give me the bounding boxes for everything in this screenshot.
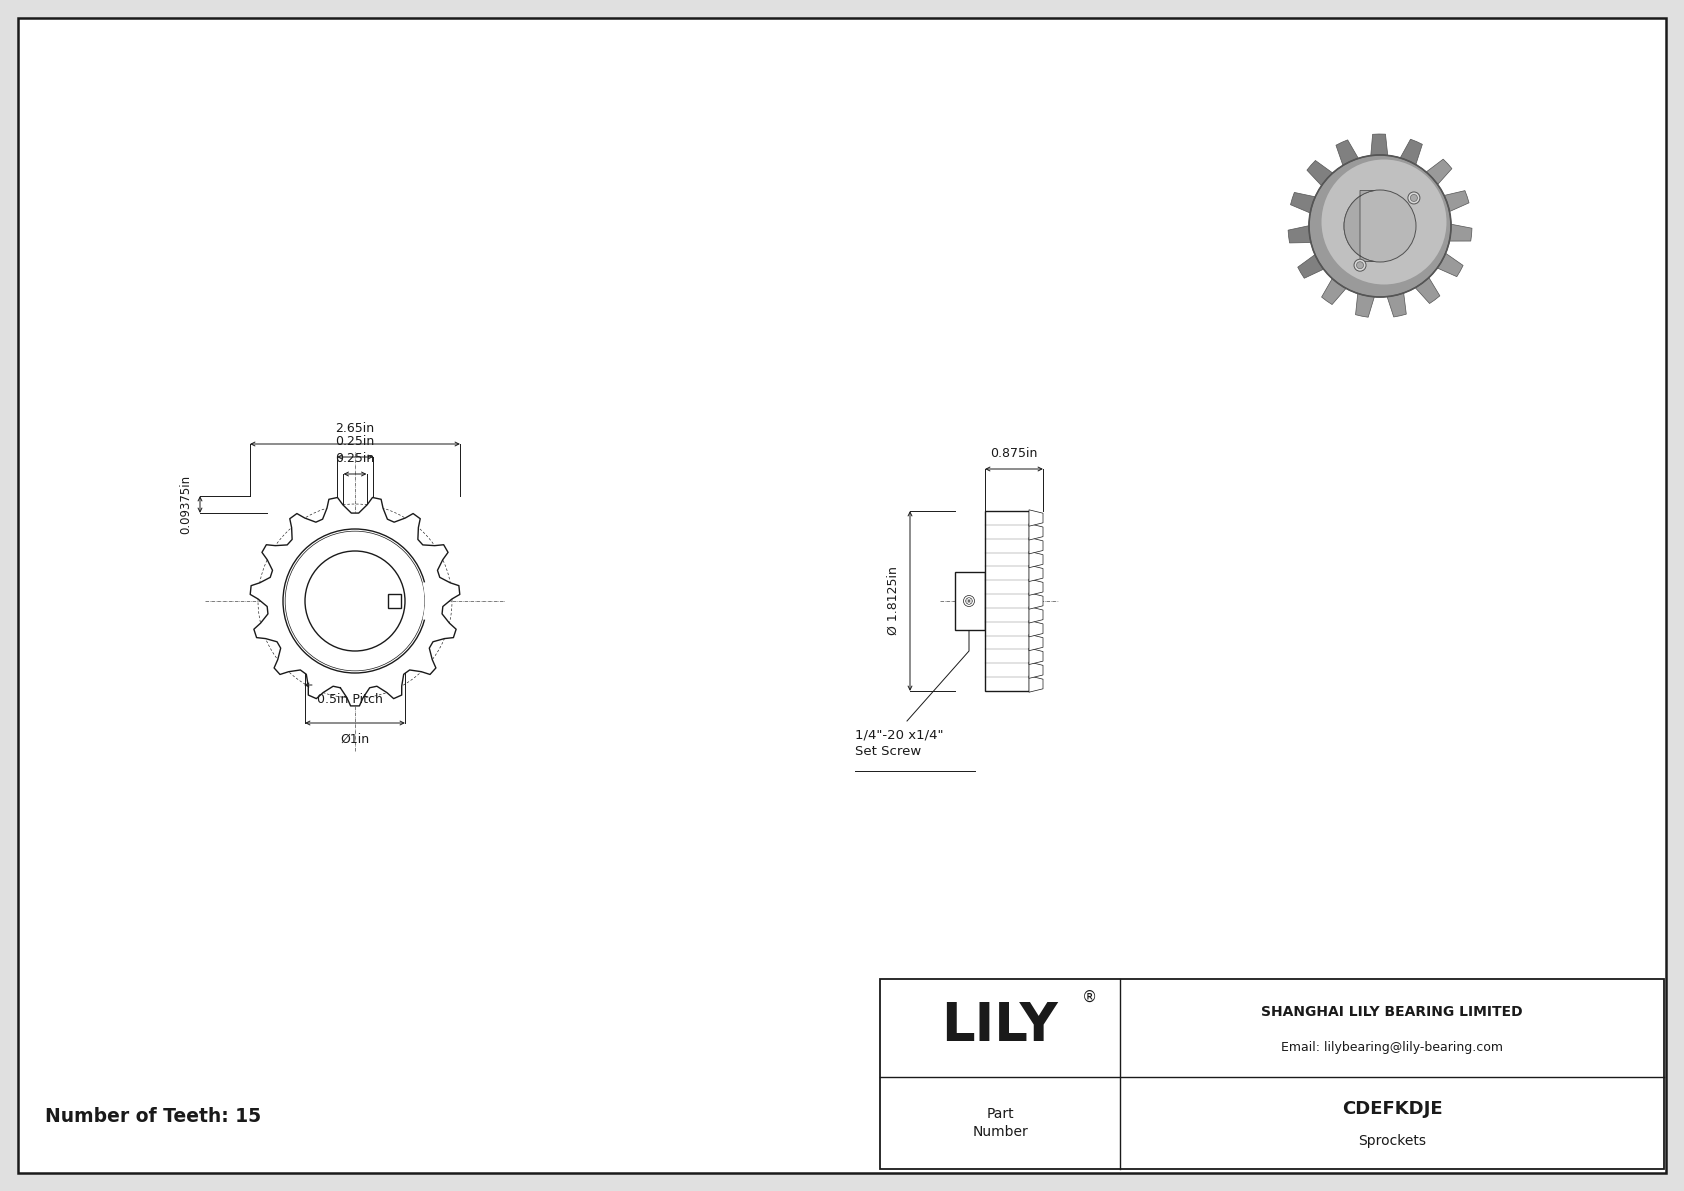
Polygon shape <box>1411 273 1440 304</box>
Text: Ø 1.8125in: Ø 1.8125in <box>887 567 899 636</box>
Bar <box>985 511 1029 691</box>
Polygon shape <box>1421 160 1452 189</box>
Text: Email: lilybearing@lily-bearing.com: Email: lilybearing@lily-bearing.com <box>1282 1041 1504 1054</box>
Polygon shape <box>1029 524 1042 540</box>
Text: 0.25in: 0.25in <box>335 435 374 448</box>
Polygon shape <box>1371 135 1388 162</box>
Ellipse shape <box>1344 191 1416 262</box>
Circle shape <box>285 531 424 671</box>
Polygon shape <box>1029 635 1042 650</box>
Polygon shape <box>1029 675 1042 692</box>
Polygon shape <box>1398 139 1423 170</box>
Ellipse shape <box>1322 160 1447 285</box>
Polygon shape <box>1443 223 1472 241</box>
Polygon shape <box>1029 566 1042 581</box>
Bar <box>955 572 985 630</box>
Polygon shape <box>1029 621 1042 637</box>
Polygon shape <box>1029 593 1042 610</box>
Circle shape <box>963 596 975 606</box>
Text: Ø1in: Ø1in <box>340 732 369 746</box>
Text: Number of Teeth: 15: Number of Teeth: 15 <box>45 1106 261 1125</box>
Bar <box>881 979 1664 1170</box>
Circle shape <box>1357 262 1364 269</box>
Polygon shape <box>1029 648 1042 665</box>
Polygon shape <box>1386 287 1406 317</box>
Circle shape <box>283 529 428 673</box>
Circle shape <box>965 598 972 604</box>
Polygon shape <box>1029 662 1042 679</box>
Circle shape <box>1408 192 1420 204</box>
Text: 0.09375in: 0.09375in <box>179 475 192 534</box>
Polygon shape <box>1438 191 1468 214</box>
Text: 2.65in: 2.65in <box>335 422 374 435</box>
Text: ®: ® <box>1083 990 1098 1004</box>
Polygon shape <box>1290 193 1322 216</box>
Polygon shape <box>1288 224 1317 243</box>
Polygon shape <box>1431 250 1463 276</box>
Text: SHANGHAI LILY BEARING LIMITED: SHANGHAI LILY BEARING LIMITED <box>1261 1005 1522 1019</box>
Polygon shape <box>1335 139 1361 172</box>
Ellipse shape <box>1308 155 1452 297</box>
Text: CDEFKDJE: CDEFKDJE <box>1342 1100 1442 1118</box>
Circle shape <box>305 551 404 651</box>
Text: Sprockets: Sprockets <box>1357 1134 1426 1148</box>
Text: LILY: LILY <box>941 1000 1058 1052</box>
Text: 0.5in Pitch: 0.5in Pitch <box>317 693 382 706</box>
Polygon shape <box>1029 579 1042 596</box>
Text: 1/4"-20 x1/4"
Set Screw: 1/4"-20 x1/4" Set Screw <box>855 729 943 757</box>
Text: 0.25in: 0.25in <box>335 453 374 464</box>
Bar <box>387 594 401 607</box>
Polygon shape <box>1298 251 1329 279</box>
Polygon shape <box>251 498 460 706</box>
Polygon shape <box>1029 606 1042 623</box>
Text: Part
Number: Part Number <box>972 1106 1027 1140</box>
Circle shape <box>1354 260 1366 272</box>
Polygon shape <box>1344 191 1374 262</box>
Polygon shape <box>1029 510 1042 526</box>
Polygon shape <box>1029 551 1042 568</box>
Polygon shape <box>1322 273 1351 305</box>
Polygon shape <box>1029 537 1042 554</box>
Polygon shape <box>1356 287 1376 317</box>
Polygon shape <box>1307 161 1337 191</box>
Circle shape <box>1411 194 1418 201</box>
Text: 0.875in: 0.875in <box>990 447 1037 460</box>
